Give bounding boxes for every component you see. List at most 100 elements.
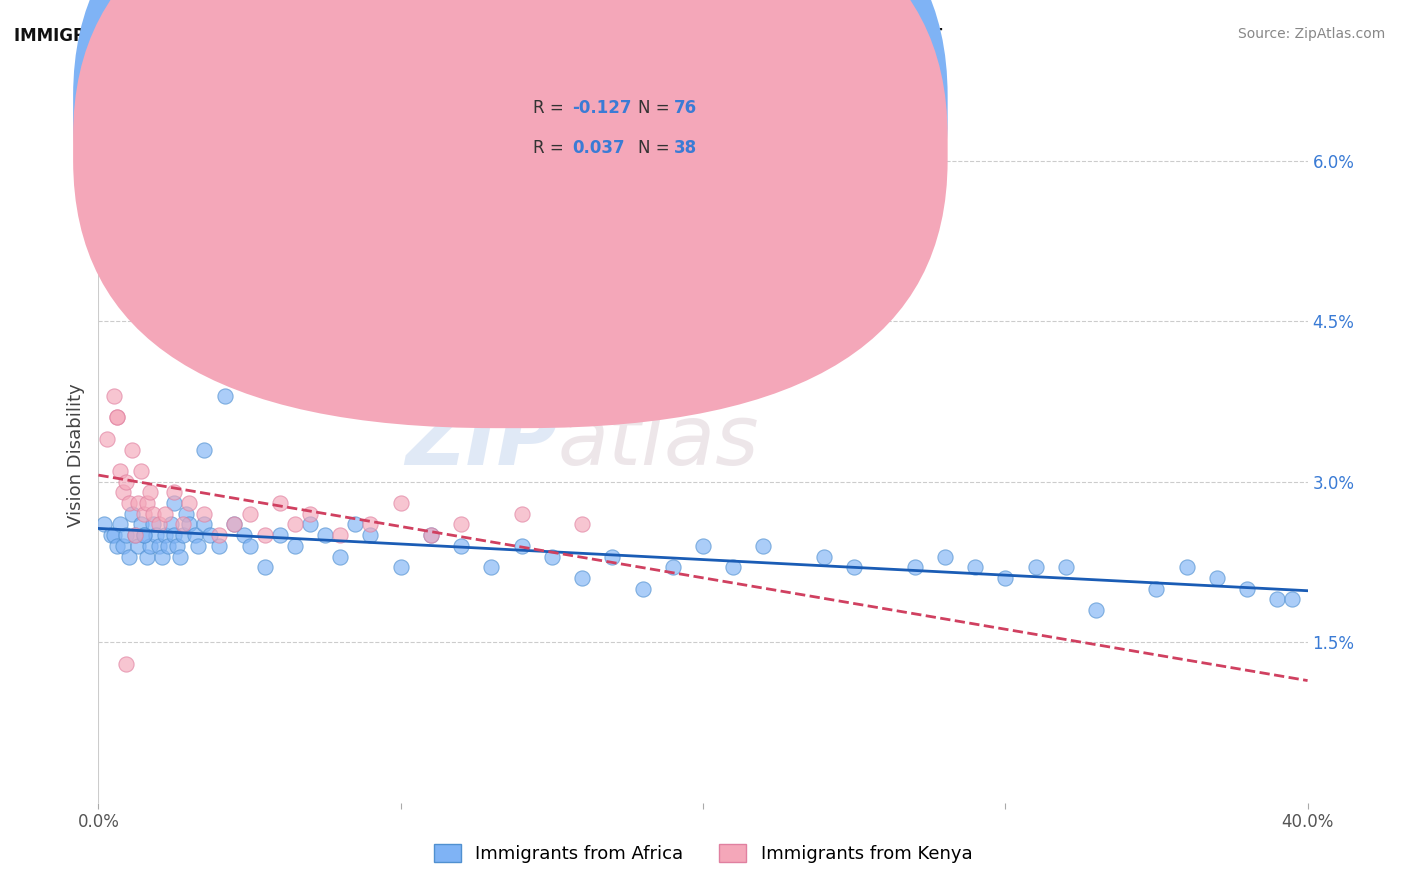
Point <box>127 496 149 510</box>
Point <box>239 507 262 521</box>
Point <box>96 186 118 200</box>
Point <box>253 560 276 574</box>
Point <box>284 539 307 553</box>
Point <box>124 528 146 542</box>
Point <box>153 507 176 521</box>
Point <box>1024 560 1046 574</box>
Point <box>105 539 128 553</box>
Point <box>184 528 207 542</box>
Point <box>179 517 201 532</box>
Text: IMMIGRANTS FROM AFRICA VS IMMIGRANTS FROM KENYA VISION DISABILITY CORRELATION CH: IMMIGRANTS FROM AFRICA VS IMMIGRANTS FRO… <box>14 27 942 45</box>
Text: N =: N = <box>638 99 675 117</box>
Point <box>111 485 134 500</box>
Point <box>200 528 222 542</box>
Point <box>208 528 231 542</box>
Point <box>329 528 352 542</box>
Point <box>156 539 179 553</box>
Point <box>510 539 533 553</box>
Point <box>224 517 246 532</box>
Point <box>135 496 157 510</box>
Text: atlas: atlas <box>558 401 759 482</box>
Point <box>661 560 683 574</box>
Point <box>93 517 115 532</box>
Point <box>904 560 927 574</box>
Point <box>571 517 593 532</box>
Point <box>132 528 155 542</box>
Point <box>239 539 262 553</box>
Point <box>145 528 167 542</box>
Point <box>208 539 231 553</box>
Point <box>1144 582 1167 596</box>
Point <box>692 539 714 553</box>
Y-axis label: Vision Disability: Vision Disability <box>66 383 84 527</box>
Text: R =: R = <box>533 99 569 117</box>
Point <box>360 517 382 532</box>
Point <box>214 389 236 403</box>
Point <box>163 485 186 500</box>
Point <box>108 517 131 532</box>
Point <box>118 496 141 510</box>
Text: 38: 38 <box>673 139 696 157</box>
Point <box>100 528 122 542</box>
Point <box>1267 592 1289 607</box>
Point <box>111 539 134 553</box>
Point <box>1281 592 1303 607</box>
Point <box>135 549 157 564</box>
Point <box>450 517 472 532</box>
Point <box>269 496 291 510</box>
Point <box>132 528 155 542</box>
Point <box>148 539 170 553</box>
Point <box>179 496 201 510</box>
Point <box>1054 560 1077 574</box>
Point <box>96 432 118 446</box>
Point <box>139 539 162 553</box>
Point <box>631 582 654 596</box>
Point <box>142 517 165 532</box>
Point <box>253 528 276 542</box>
Point <box>129 464 152 478</box>
Point <box>571 571 593 585</box>
Point <box>510 507 533 521</box>
Point <box>118 549 141 564</box>
Point <box>174 507 197 521</box>
Point <box>169 549 191 564</box>
Text: N =: N = <box>638 139 675 157</box>
Point <box>813 549 835 564</box>
Point <box>224 517 246 532</box>
Point <box>105 410 128 425</box>
Point <box>114 657 136 671</box>
Point <box>114 528 136 542</box>
Point <box>389 496 412 510</box>
Point <box>142 507 165 521</box>
Point <box>994 571 1017 585</box>
Point <box>103 389 125 403</box>
Point <box>360 528 382 542</box>
Point <box>965 560 987 574</box>
Point <box>314 528 336 542</box>
Point <box>420 528 443 542</box>
Text: Source: ZipAtlas.com: Source: ZipAtlas.com <box>1237 27 1385 41</box>
Point <box>752 539 775 553</box>
Point <box>284 517 307 532</box>
Point <box>1175 560 1198 574</box>
Point <box>389 560 412 574</box>
Point <box>127 539 149 553</box>
Text: 76: 76 <box>673 99 696 117</box>
Point <box>420 528 443 542</box>
Point <box>193 507 215 521</box>
Point <box>602 549 624 564</box>
Point <box>160 517 183 532</box>
Text: ZIP: ZIP <box>405 401 558 482</box>
Point <box>103 528 125 542</box>
Point <box>132 507 155 521</box>
Point <box>450 539 472 553</box>
Point <box>1236 582 1258 596</box>
Point <box>723 560 745 574</box>
Point <box>105 410 128 425</box>
Point <box>187 539 209 553</box>
Point <box>172 517 194 532</box>
Point <box>163 496 186 510</box>
Point <box>139 485 162 500</box>
Point <box>934 549 956 564</box>
Point <box>269 528 291 542</box>
